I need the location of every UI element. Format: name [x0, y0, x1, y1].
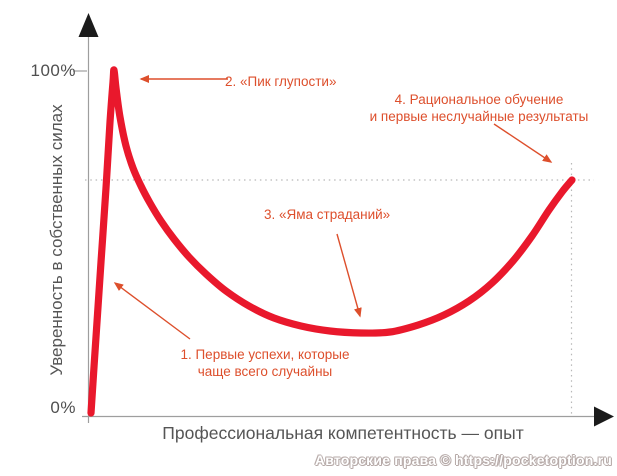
x-axis-title: Профессиональная компетентность — опыт	[162, 423, 524, 443]
x-axis-arrow-icon	[594, 406, 614, 427]
annotation-1-line-2: чаще всего случайны	[197, 363, 333, 379]
y-tick-label-100: 100%	[30, 61, 76, 80]
annotation-4-rational-learning: 4. Рациональное обучение и первые неслуч…	[356, 92, 602, 125]
annotation-2-line-1: 2. «Пик глупости»	[225, 74, 337, 89]
annotation-1-first-successes: 1. Первые успехи, которые чаще всего слу…	[165, 347, 365, 380]
y-tick-label-0: 0%	[50, 398, 76, 417]
annotation-arrow-rational-learning	[493, 123, 553, 163]
y-axis-arrow-icon	[78, 13, 99, 37]
annotation-1-line-1: 1. Первые успехи, которые	[180, 347, 350, 362]
annotation-arrow-first-successes	[113, 282, 191, 340]
annotation-4-line-2: и первые неслучайные результаты	[369, 108, 589, 124]
annotation-2-peak-of-stupidity: 2. «Пик глупости»	[225, 74, 365, 91]
confidence-curve	[87, 66, 576, 417]
annotation-4-line-1: 4. Рациональное обучение	[394, 92, 564, 107]
annotation-3-line-1: 3. «Яма страданий»	[264, 207, 391, 222]
annotation-arrow-pit	[336, 233, 362, 318]
y-axis-title: Уверенность в собственных силах	[47, 104, 66, 376]
copyright-watermark: Авторские права © https://pocketoption.r…	[314, 452, 612, 468]
annotation-3-pit-of-suffering: 3. «Яма страданий»	[264, 207, 424, 224]
